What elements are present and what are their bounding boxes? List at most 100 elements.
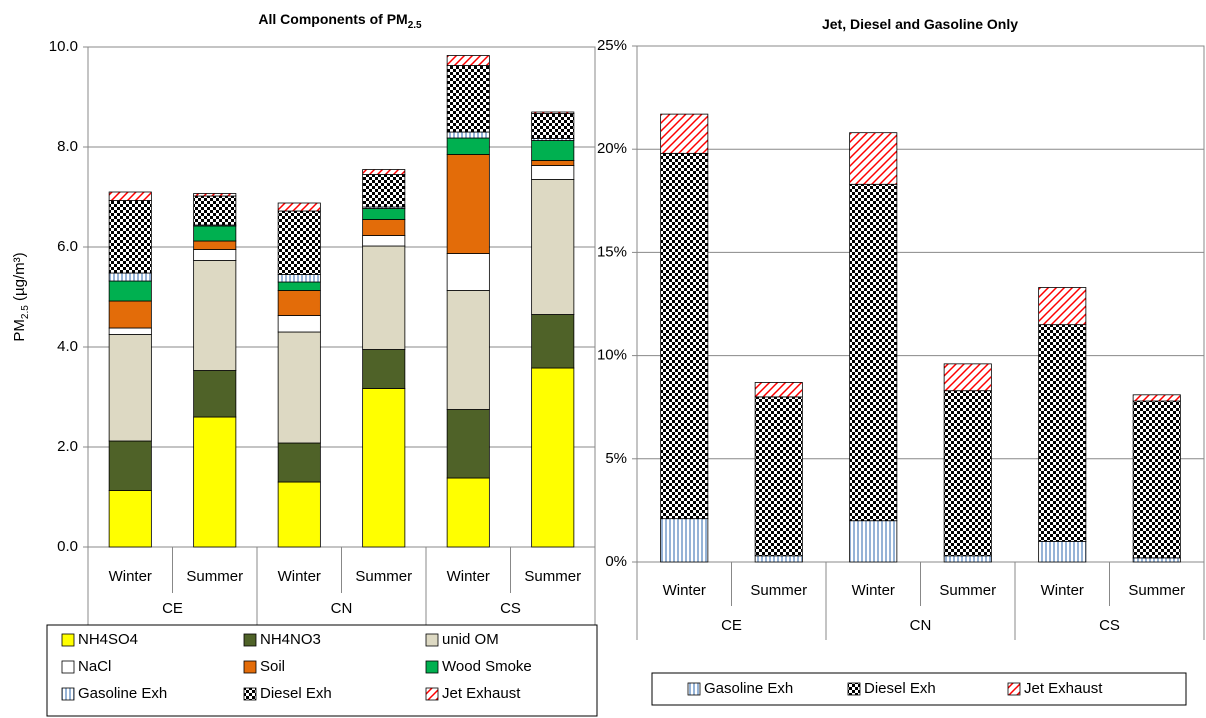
bar-segment: [108, 300, 152, 329]
y-tick-label: 2.0: [57, 438, 78, 455]
bar-segment: [277, 210, 321, 275]
bar-segment: [277, 481, 321, 548]
bar-segment: [446, 290, 490, 410]
y-tick-label: 5%: [605, 450, 627, 467]
bar-segment: [193, 260, 237, 371]
bar-segment: [277, 274, 321, 283]
legend-swatch: [425, 660, 439, 674]
group-label: CE: [162, 600, 183, 617]
x-tick-label: Winter: [852, 582, 895, 599]
bar-segment: [108, 440, 152, 491]
bar-segment: [1038, 287, 1087, 326]
bar-segment: [277, 315, 321, 333]
bar-segment: [754, 396, 803, 557]
group-label: CN: [331, 600, 353, 617]
y-tick-label: 8.0: [57, 138, 78, 155]
bar-segment: [531, 165, 575, 180]
group-label: CN: [910, 617, 932, 634]
group-label: CE: [721, 617, 742, 634]
bar-segment: [277, 331, 321, 444]
legend-frame: [651, 672, 1187, 706]
bar-segment: [193, 370, 237, 418]
title-part: Jet, Diesel and Gasoline Only: [822, 16, 1018, 32]
y-tick-label: 15%: [597, 243, 627, 260]
legend-swatch: [243, 660, 257, 674]
bar-segment: [362, 388, 406, 548]
bar-segment: [108, 191, 152, 201]
legend-label: Soil: [260, 658, 285, 675]
bar-segment: [108, 200, 152, 274]
x-tick-label: Winter: [109, 568, 152, 585]
bar-segment: [849, 183, 898, 522]
bar-segment: [1132, 557, 1181, 563]
legend-swatch: [687, 682, 701, 696]
bar-segment: [943, 390, 992, 557]
bar-segment: [193, 416, 237, 548]
bar-segment: [531, 160, 575, 166]
bar-segment: [754, 555, 803, 563]
x-tick-label: Summer: [939, 582, 996, 599]
bar-segment: [108, 490, 152, 548]
bar-segment: [362, 235, 406, 247]
bar-segment: [362, 208, 406, 220]
bar-segment: [108, 334, 152, 442]
plot-frame: [636, 45, 1205, 563]
x-tick-label: Winter: [1041, 582, 1084, 599]
y-tick-label: 10.0: [49, 38, 78, 55]
bar-segment: [531, 140, 575, 161]
y-tick-label: 0.0: [57, 538, 78, 555]
legend-swatch: [243, 687, 257, 701]
x-tick-label: Summer: [186, 568, 243, 585]
bar-segment: [193, 193, 237, 197]
x-tick-label: Summer: [750, 582, 807, 599]
y-tick-label: 10%: [597, 347, 627, 364]
bar-segment: [446, 253, 490, 291]
bar-segment: [277, 202, 321, 212]
chart-title: Jet, Diesel and Gasoline Only: [822, 16, 1018, 32]
y-label-part: PM: [11, 319, 28, 342]
bar-segment: [193, 240, 237, 250]
legend-swatch: [425, 687, 439, 701]
y-tick-label: 4.0: [57, 338, 78, 355]
bar-segment: [531, 111, 575, 114]
legend-swatch: [847, 682, 861, 696]
bar-segment: [446, 477, 490, 548]
legend-label: Wood Smoke: [442, 658, 532, 675]
bar-segment: [362, 245, 406, 350]
bar-segment: [660, 113, 709, 154]
bar-segment: [446, 131, 490, 139]
bar-segment: [362, 219, 406, 236]
plot-frame: [87, 46, 596, 548]
bar-segment: [1132, 400, 1181, 559]
bar-segment: [849, 520, 898, 563]
bar-segment: [362, 174, 406, 208]
bar-segment: [1132, 394, 1181, 402]
legend-swatch: [1007, 682, 1021, 696]
bar-segment: [362, 169, 406, 175]
y-tick-label: 0%: [605, 553, 627, 570]
bar-segment: [108, 272, 152, 282]
x-tick-label: Winter: [278, 568, 321, 585]
legend-label: Gasoline Exh: [78, 685, 167, 702]
y-tick-label: 25%: [597, 37, 627, 54]
bar-segment: [193, 225, 237, 242]
x-tick-label: Winter: [663, 582, 706, 599]
bar-segment: [446, 65, 490, 133]
bar-segment: [754, 382, 803, 398]
bar-segment: [446, 137, 490, 155]
title-part: All Components of PM: [258, 11, 407, 27]
x-tick-label: Summer: [524, 568, 581, 585]
y-label-part: 2.5: [20, 305, 31, 319]
legend-label: Gasoline Exh: [704, 680, 793, 697]
bar-segment: [446, 55, 490, 66]
bar-segment: [531, 113, 575, 139]
group-label: CS: [1099, 617, 1120, 634]
y-label-part: (µg/m³): [11, 252, 28, 305]
bar-segment: [362, 349, 406, 389]
bar-segment: [446, 154, 490, 254]
legend-swatch: [61, 687, 75, 701]
bar-segment: [1038, 324, 1087, 542]
bar-segment: [849, 132, 898, 185]
bar-segment: [277, 290, 321, 316]
legend-label: NH4NO3: [260, 631, 321, 648]
